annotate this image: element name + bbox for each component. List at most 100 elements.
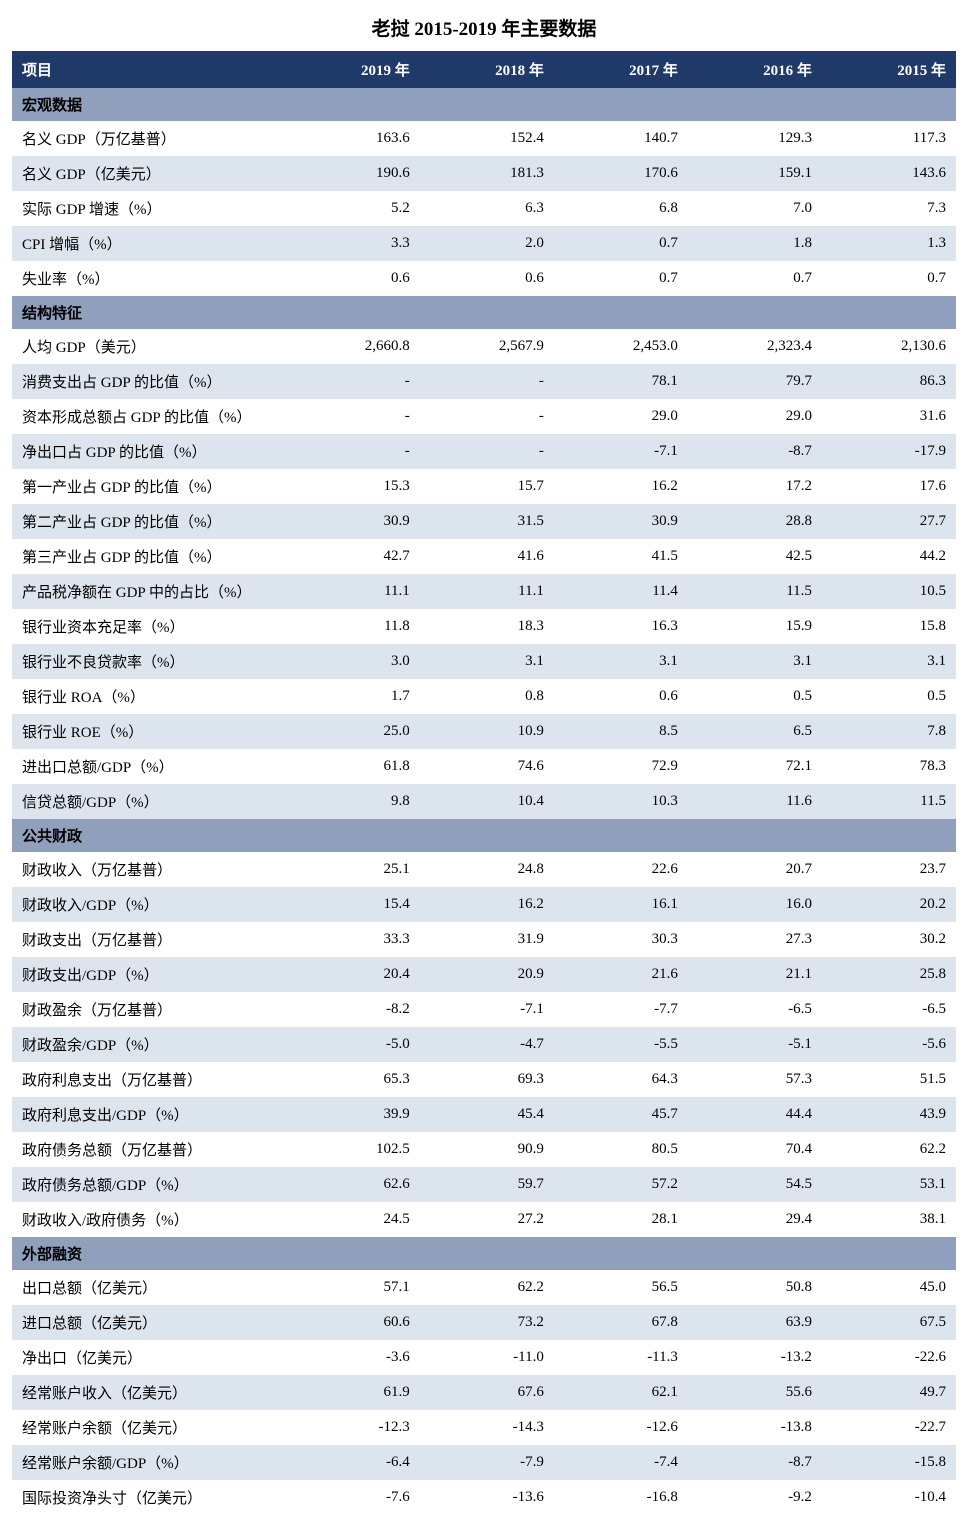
cell-value: 44.2 <box>822 539 956 574</box>
table-row: 进出口总额/GDP（%）61.874.672.972.178.3 <box>12 749 956 784</box>
row-label: 净出口（亿美元） <box>12 1340 286 1375</box>
cell-value: -3.6 <box>286 1340 420 1375</box>
cell-value: 62.1 <box>554 1375 688 1410</box>
row-label: 进口总额（亿美元） <box>12 1305 286 1340</box>
table-body: 宏观数据名义 GDP（万亿基普）163.6152.4140.7129.3117.… <box>12 88 956 1515</box>
cell-value: 7.8 <box>822 714 956 749</box>
cell-value: -17.9 <box>822 434 956 469</box>
cell-value: 56.5 <box>554 1270 688 1305</box>
cell-value: 11.5 <box>822 784 956 819</box>
cell-value: 21.6 <box>554 957 688 992</box>
cell-value: 0.6 <box>420 261 554 296</box>
cell-value: 78.3 <box>822 749 956 784</box>
section-header: 公共财政 <box>12 819 956 852</box>
cell-value: 117.3 <box>822 121 956 156</box>
cell-value: 10.5 <box>822 574 956 609</box>
cell-value: 54.5 <box>688 1167 822 1202</box>
cell-value: 31.6 <box>822 399 956 434</box>
row-label: 银行业资本充足率（%） <box>12 609 286 644</box>
col-header-2016: 2016 年 <box>688 51 822 88</box>
col-header-2015: 2015 年 <box>822 51 956 88</box>
row-label: 第一产业占 GDP 的比值（%） <box>12 469 286 504</box>
cell-value: 0.6 <box>286 261 420 296</box>
cell-value: 17.2 <box>688 469 822 504</box>
cell-value: 3.0 <box>286 644 420 679</box>
table-row: 产品税净额在 GDP 中的占比（%）11.111.111.411.510.5 <box>12 574 956 609</box>
cell-value: 140.7 <box>554 121 688 156</box>
cell-value: -13.8 <box>688 1410 822 1445</box>
row-label: 名义 GDP（万亿基普） <box>12 121 286 156</box>
cell-value: 10.9 <box>420 714 554 749</box>
cell-value: 33.3 <box>286 922 420 957</box>
cell-value: 67.5 <box>822 1305 956 1340</box>
table-row: 名义 GDP（万亿基普）163.6152.4140.7129.3117.3 <box>12 121 956 156</box>
row-label: 政府债务总额（万亿基普） <box>12 1132 286 1167</box>
cell-value: 29.0 <box>554 399 688 434</box>
cell-value: 16.2 <box>420 887 554 922</box>
cell-value: 16.0 <box>688 887 822 922</box>
cell-value: 41.5 <box>554 539 688 574</box>
cell-value: 6.3 <box>420 191 554 226</box>
cell-value: 29.4 <box>688 1202 822 1237</box>
row-label: 名义 GDP（亿美元） <box>12 156 286 191</box>
table-row: 银行业不良贷款率（%）3.03.13.13.13.1 <box>12 644 956 679</box>
cell-value: -7.7 <box>554 992 688 1027</box>
cell-value: -8.7 <box>688 1445 822 1480</box>
col-header-2018: 2018 年 <box>420 51 554 88</box>
cell-value: 11.1 <box>286 574 420 609</box>
cell-value: 10.4 <box>420 784 554 819</box>
row-label: 实际 GDP 增速（%） <box>12 191 286 226</box>
cell-value: 0.8 <box>420 679 554 714</box>
cell-value: 20.7 <box>688 852 822 887</box>
cell-value: -22.6 <box>822 1340 956 1375</box>
cell-value: 0.6 <box>554 679 688 714</box>
cell-value: 10.3 <box>554 784 688 819</box>
cell-value: 57.2 <box>554 1167 688 1202</box>
cell-value: 6.5 <box>688 714 822 749</box>
cell-value: 24.5 <box>286 1202 420 1237</box>
cell-value: 80.5 <box>554 1132 688 1167</box>
cell-value: 20.2 <box>822 887 956 922</box>
cell-value: 102.5 <box>286 1132 420 1167</box>
cell-value: 16.1 <box>554 887 688 922</box>
row-label: 净出口占 GDP 的比值（%） <box>12 434 286 469</box>
cell-value: 65.3 <box>286 1062 420 1097</box>
table-row: 第二产业占 GDP 的比值（%）30.931.530.928.827.7 <box>12 504 956 539</box>
cell-value: 159.1 <box>688 156 822 191</box>
row-label: 产品税净额在 GDP 中的占比（%） <box>12 574 286 609</box>
cell-value: 3.1 <box>420 644 554 679</box>
cell-value: 74.6 <box>420 749 554 784</box>
cell-value: 7.0 <box>688 191 822 226</box>
cell-value: 5.2 <box>286 191 420 226</box>
section-header-label: 结构特征 <box>12 296 956 329</box>
table-row: 银行业 ROE（%）25.010.98.56.57.8 <box>12 714 956 749</box>
cell-value: 1.8 <box>688 226 822 261</box>
table-row: 财政收入（万亿基普）25.124.822.620.723.7 <box>12 852 956 887</box>
cell-value: -7.6 <box>286 1480 420 1515</box>
cell-value: -11.0 <box>420 1340 554 1375</box>
cell-value: 0.5 <box>688 679 822 714</box>
cell-value: -7.9 <box>420 1445 554 1480</box>
cell-value: 28.1 <box>554 1202 688 1237</box>
cell-value: 11.8 <box>286 609 420 644</box>
cell-value: 30.9 <box>286 504 420 539</box>
cell-value: -13.2 <box>688 1340 822 1375</box>
cell-value: 11.5 <box>688 574 822 609</box>
cell-value: -6.4 <box>286 1445 420 1480</box>
cell-value: 190.6 <box>286 156 420 191</box>
cell-value: 41.6 <box>420 539 554 574</box>
cell-value: 2.0 <box>420 226 554 261</box>
cell-value: 15.9 <box>688 609 822 644</box>
cell-value: 0.7 <box>554 261 688 296</box>
row-label: 政府债务总额/GDP（%） <box>12 1167 286 1202</box>
row-label: 财政盈余/GDP（%） <box>12 1027 286 1062</box>
section-header-label: 宏观数据 <box>12 88 956 121</box>
row-label: 消费支出占 GDP 的比值（%） <box>12 364 286 399</box>
table-row: 名义 GDP（亿美元）190.6181.3170.6159.1143.6 <box>12 156 956 191</box>
row-label: CPI 增幅（%） <box>12 226 286 261</box>
cell-value: 18.3 <box>420 609 554 644</box>
table-row: 信贷总额/GDP（%）9.810.410.311.611.5 <box>12 784 956 819</box>
row-label: 财政收入/政府债务（%） <box>12 1202 286 1237</box>
section-header-label: 外部融资 <box>12 1237 956 1270</box>
table-row: 国际投资净头寸（亿美元）-7.6-13.6-16.8-9.2-10.4 <box>12 1480 956 1515</box>
